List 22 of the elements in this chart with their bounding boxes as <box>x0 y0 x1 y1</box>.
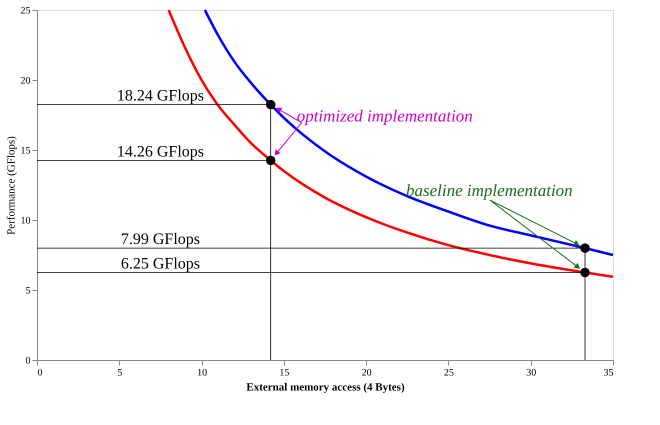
annotation: 14.26 GFlops <box>116 143 204 160</box>
x-axis-title: External memory access (4 Bytes) <box>246 382 405 394</box>
x-tick-label: 25 <box>444 368 454 378</box>
y-tick-label: 25 <box>20 6 30 16</box>
x-tick-label: 35 <box>604 368 614 378</box>
y-tick-label: 10 <box>20 216 30 226</box>
annotation: 6.25 GFlops <box>120 256 200 272</box>
x-tick-label: 20 <box>362 368 372 378</box>
y-tick-label: 5 <box>26 286 30 296</box>
x-tick-label: 5 <box>117 368 122 378</box>
y-tick-label: 15 <box>20 146 30 156</box>
x-tick-label: 10 <box>197 368 208 378</box>
y-tick-label: 20 <box>20 76 30 86</box>
y-axis-title: Performance (GFlops) <box>6 136 18 235</box>
annotation: 7.99 GFlops <box>120 231 200 248</box>
annotation: optimized implementation <box>296 106 473 126</box>
x-tick-label: 15 <box>279 368 290 378</box>
annotation: 18.24 GFlops <box>116 88 204 105</box>
x-tick-label: 30 <box>526 368 536 378</box>
y-tick-label: 0 <box>26 356 30 366</box>
x-tick-label: 0 <box>38 368 42 378</box>
annotation: baseline implementation <box>406 181 573 200</box>
